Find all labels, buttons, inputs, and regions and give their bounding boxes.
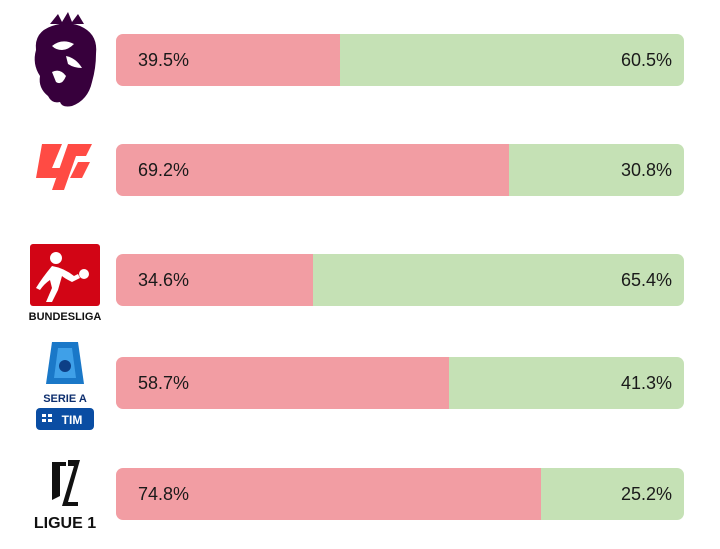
bundesliga-icon: BUNDESLIGA (22, 224, 108, 334)
bar-segment-b (340, 34, 684, 86)
logo-text: SERIE A (43, 393, 87, 405)
logo-text-sponsor: TIM (62, 413, 83, 427)
data-label-a: 74.8% (138, 484, 190, 504)
bar-segment-a (116, 144, 510, 196)
chart-row: 39.5% 60.5% (0, 6, 720, 116)
data-label-a: 58.7% (138, 373, 190, 393)
data-label-b: 30.8% (620, 160, 672, 180)
premier-league-lion-icon (22, 6, 108, 116)
bar-segment-a (116, 468, 541, 520)
bar-segment-b (312, 254, 684, 306)
bar-track: 69.2% 30.8% (116, 144, 684, 196)
bar-segment-b (540, 468, 684, 520)
chart-row: BUNDESLIGA 34.6% 65.4% (0, 224, 720, 334)
data-label-b: 65.4% (620, 270, 672, 290)
bar-segment-b (449, 357, 684, 409)
bar-segment-a (116, 254, 313, 306)
chart-row: SERIE A TIM 58.7% 41.3% (0, 330, 720, 440)
bar-track: 74.8% 25.2% (116, 468, 684, 520)
laliga-icon (22, 116, 108, 226)
bar-track: 58.7% 41.3% (116, 357, 684, 409)
data-label-a: 69.2% (138, 160, 190, 180)
chart-row: LIGUE 1 74.8% 25.2% (0, 438, 720, 548)
data-label-a: 34.6% (138, 270, 190, 290)
ligue1-icon: LIGUE 1 (22, 438, 108, 548)
bar-track: 34.6% 65.4% (116, 254, 684, 306)
data-label-b: 60.5% (620, 50, 672, 70)
bar-segment-b (509, 144, 684, 196)
bar-segment-a (116, 34, 341, 86)
chart-row: 69.2% 30.8% (0, 116, 720, 226)
logo-text: LIGUE 1 (34, 515, 96, 532)
serie-a-icon: SERIE A TIM (22, 330, 108, 440)
data-label-a: 39.5% (138, 50, 190, 70)
logo-text: BUNDESLIGA (29, 311, 102, 323)
bar-segment-a (116, 357, 450, 409)
data-label-b: 25.2% (620, 484, 672, 504)
data-label-b: 41.3% (620, 373, 672, 393)
bar-track: 39.5% 60.5% (116, 34, 684, 86)
